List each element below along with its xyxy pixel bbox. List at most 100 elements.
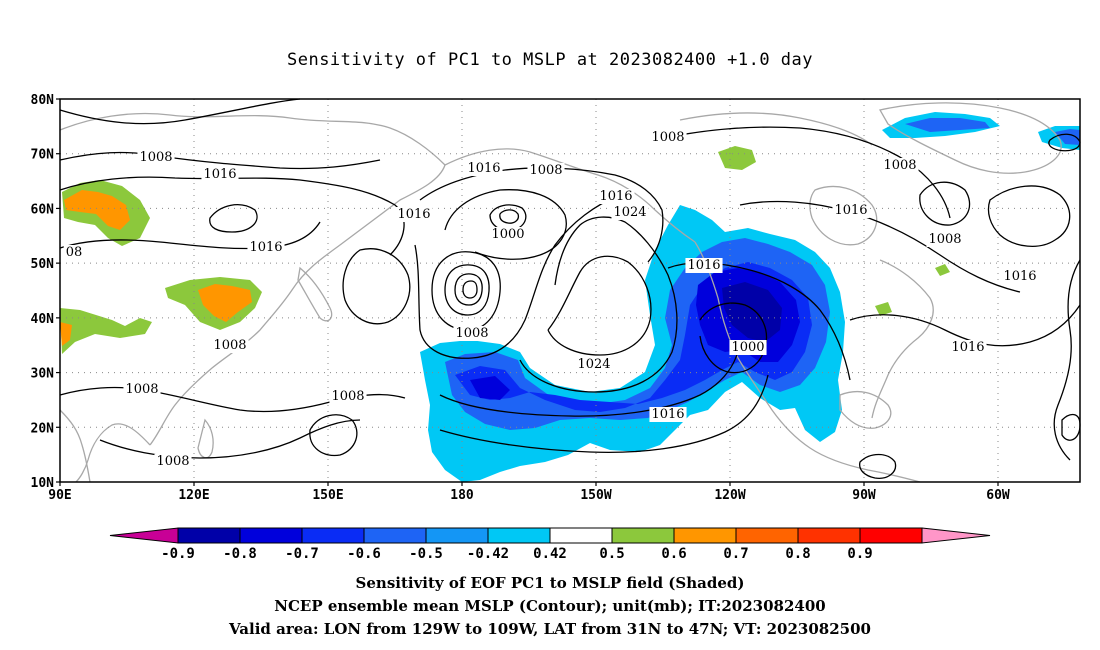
map-frame [59, 98, 1081, 483]
shade-positive-green-east1 [935, 264, 950, 276]
shade-positive-green-east2 [875, 302, 892, 316]
lon-label: 150W [580, 488, 611, 503]
colorbar-segment [425, 527, 489, 544]
contour-label: 1016 [1003, 269, 1036, 284]
colorbar-tick-label: 0.9 [847, 546, 872, 562]
contour-label: 1008 [651, 130, 684, 145]
shade-positive-green-sw [60, 308, 152, 354]
contour-label-bg [649, 407, 687, 422]
caption-valid-area: Valid area: LON from 129W to 109W, LAT f… [229, 620, 871, 638]
shade-negative-darkblue-south [470, 376, 510, 400]
latitude-labels: 80N 70N 60N 50N 40N 30N 20N 10N [31, 93, 60, 491]
coastline-na-east [871, 259, 934, 419]
contour-line [209, 204, 258, 233]
contour-label-bg [201, 167, 239, 182]
colorbar-low-triangle [109, 527, 179, 544]
lon-label: 180 [450, 488, 474, 503]
contour-label: 1024 [577, 357, 610, 372]
contour-label-bg [926, 232, 964, 247]
colorbar-tick-label: -0.9 [161, 546, 195, 562]
contour-label-bg [123, 382, 161, 397]
contour-label: 1008 [529, 163, 562, 178]
contour-label-bg [453, 326, 491, 341]
lon-label: 60W [986, 488, 1010, 503]
contour-label: 1016 [951, 340, 984, 355]
contour-line [547, 255, 652, 356]
colorbar-segment [239, 527, 303, 544]
graticule [60, 99, 1080, 482]
contour-label: 1016 [397, 207, 430, 222]
contour-label-bg [465, 161, 503, 176]
coastline-indochina [75, 423, 151, 483]
contour-line [1048, 133, 1081, 152]
contour-label: 1016 [599, 189, 632, 204]
contour-line [1053, 259, 1081, 461]
shade-positive-orange-sw [60, 322, 72, 346]
contour-label: 1008 [125, 382, 158, 397]
contour-line [499, 209, 520, 224]
contour-label: 1016 [651, 407, 684, 422]
contour-label-bg [611, 205, 649, 220]
lon-label: 120W [714, 488, 745, 503]
contour-label-bg [211, 338, 249, 353]
contour-label-bg [597, 189, 635, 204]
colorbar-tick-label: 0.8 [785, 546, 810, 562]
shade-positive-orange-west [64, 190, 130, 230]
contour-line [462, 280, 478, 299]
colorbar-tick-label: 0.42 [533, 546, 567, 562]
colorbar-tick-label: -0.6 [347, 546, 381, 562]
shade-negative-navy-core [722, 282, 782, 342]
colorbar-high-triangle [921, 527, 991, 544]
sensitivity-shading [60, 112, 1080, 482]
coastline-philippines [197, 418, 214, 459]
contour-label: 1016 [687, 258, 720, 273]
lon-label: 120E [178, 488, 209, 503]
coastline-gulf [839, 391, 892, 429]
colorbar-segment [735, 527, 799, 544]
colorbar-segment [859, 527, 923, 544]
lat-label: 10N [31, 476, 55, 491]
contour-label-bg [949, 340, 987, 355]
contour-line [59, 221, 321, 250]
lon-label: 150E [312, 488, 343, 503]
lon-label: 90W [852, 488, 876, 503]
contour-line [859, 453, 897, 479]
contour-line [439, 339, 741, 417]
shade-positive-green-greenland [718, 146, 756, 170]
contour-line [739, 200, 1021, 293]
shade-negative-arctic-2b [1055, 129, 1080, 145]
coastline-na-arctic [679, 112, 873, 146]
contour-label: 1008 [883, 158, 916, 173]
colorbar-tick-label: 0.7 [723, 546, 748, 562]
contour-label: 1016 [249, 240, 282, 255]
lat-label: 70N [31, 148, 55, 163]
contour-label: 1008 [331, 389, 364, 404]
contour-label-bg [881, 158, 919, 173]
contour-line [919, 181, 971, 226]
contour-label-bg [63, 245, 85, 260]
contour-label: 1008 [213, 338, 246, 353]
colorbar [109, 527, 991, 544]
contour-label-bg [729, 340, 767, 355]
lon-label: 90E [48, 488, 71, 503]
colorbar-segment [363, 527, 427, 544]
contour-label: 1016 [467, 161, 500, 176]
contour-line [414, 194, 621, 359]
coastline-asia-east [149, 164, 446, 446]
contour-labels: 1008 1016 1008 1016 1008 1008 1016 1024 … [63, 130, 1039, 469]
coastline-japan [297, 266, 333, 322]
colorbar-segment [549, 527, 613, 544]
contour-label: 08 [66, 245, 83, 260]
contour-label-bg [832, 203, 870, 218]
lat-label: 30N [31, 367, 55, 382]
shade-negative-arctic-1b [905, 118, 990, 132]
contour-label: 1024 [613, 205, 646, 220]
colorbar-tick-label: -0.8 [223, 546, 257, 562]
lat-label: 60N [31, 202, 55, 217]
contour-line [419, 167, 664, 263]
lat-label: 20N [31, 421, 55, 436]
contour-line [654, 126, 951, 219]
contour-label: 1000 [731, 340, 764, 355]
colorbar-segment [673, 527, 737, 544]
